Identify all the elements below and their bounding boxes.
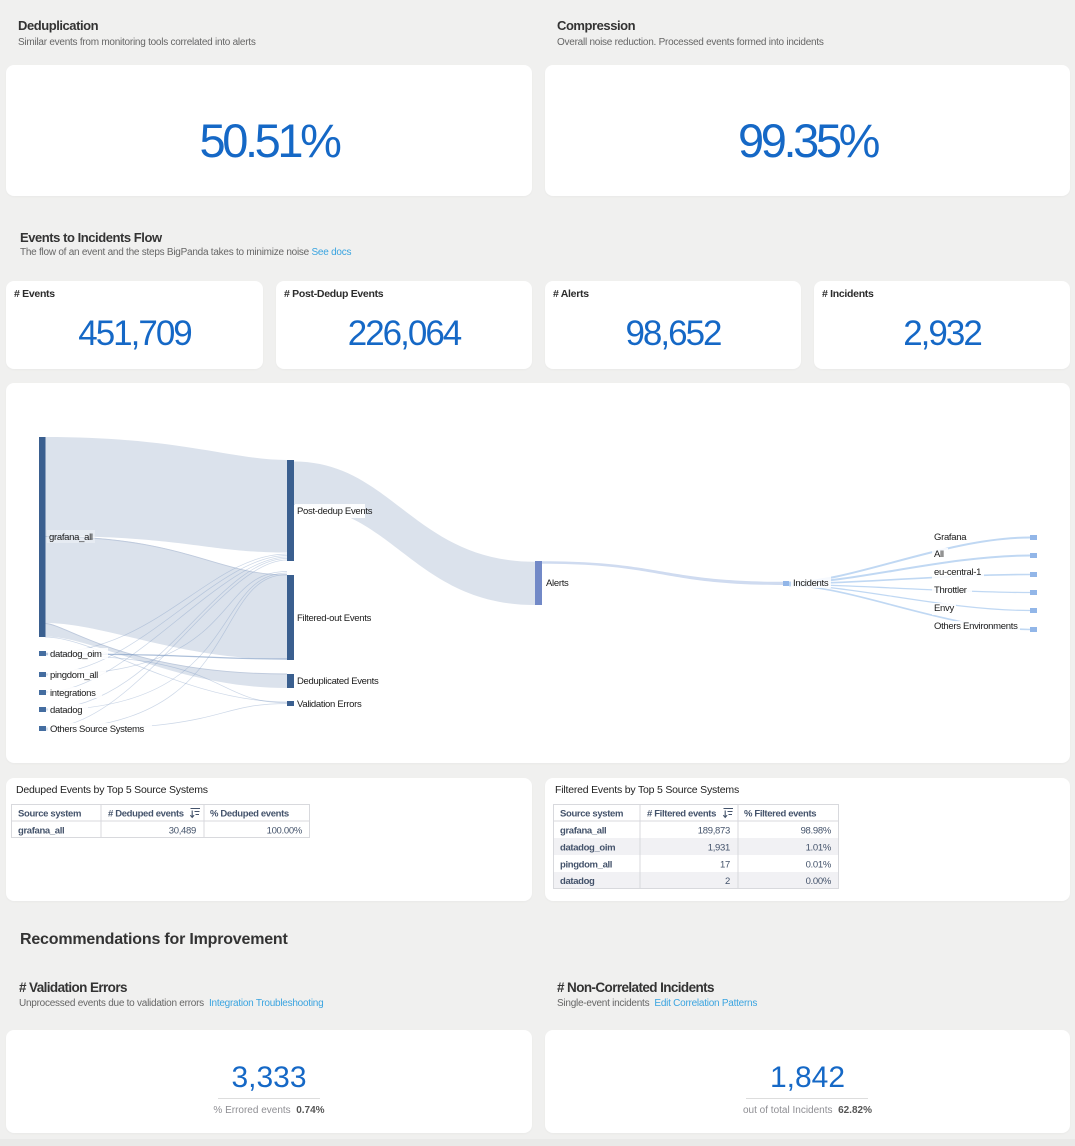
- svg-text:1.01%: 1.01%: [806, 843, 832, 854]
- svg-text:Deduplicated Events: Deduplicated Events: [297, 676, 379, 687]
- svg-text:datadog_oim: datadog_oim: [560, 843, 615, 854]
- svg-text:# Filtered events: # Filtered events: [647, 809, 716, 820]
- svg-text:pingdom_all: pingdom_all: [560, 860, 612, 871]
- svg-text:datadog_oim: datadog_oim: [50, 649, 102, 660]
- svg-text:0.01%: 0.01%: [806, 860, 832, 871]
- svg-text:% Deduped events: % Deduped events: [210, 809, 289, 820]
- svg-text:98.98%: 98.98%: [801, 826, 832, 837]
- svg-text:Source system: Source system: [560, 809, 623, 820]
- svg-text:Others Environments: Others Environments: [934, 621, 1018, 632]
- svg-text:pingdom_all: pingdom_all: [50, 670, 98, 681]
- svg-text:Incidents: Incidents: [793, 578, 829, 589]
- svg-text:0.00%: 0.00%: [806, 876, 832, 887]
- svg-text:Grafana: Grafana: [934, 532, 967, 543]
- svg-text:Validation Errors: Validation Errors: [297, 699, 362, 710]
- svg-text:# Deduped events: # Deduped events: [108, 809, 184, 820]
- svg-text:17: 17: [720, 860, 730, 871]
- svg-text:Others Source Systems: Others Source Systems: [50, 724, 145, 735]
- svg-text:datadog: datadog: [50, 705, 82, 716]
- svg-text:Envy: Envy: [934, 603, 954, 614]
- svg-text:100.00%: 100.00%: [267, 826, 303, 837]
- svg-text:% Filtered events: % Filtered events: [744, 809, 816, 820]
- svg-text:Post-dedup Events: Post-dedup Events: [297, 506, 373, 517]
- svg-text:30,489: 30,489: [169, 826, 196, 837]
- svg-text:grafana_all: grafana_all: [560, 826, 606, 837]
- svg-text:189,873: 189,873: [698, 826, 730, 837]
- svg-text:grafana_all: grafana_all: [18, 826, 64, 837]
- svg-text:2: 2: [725, 876, 730, 887]
- svg-text:datadog: datadog: [560, 876, 595, 887]
- svg-text:integrations: integrations: [50, 688, 96, 699]
- svg-text:All: All: [934, 549, 944, 560]
- svg-text:Throttler: Throttler: [934, 585, 967, 596]
- svg-text:Source system: Source system: [18, 809, 81, 820]
- svg-text:Alerts: Alerts: [546, 578, 569, 589]
- svg-text:eu-central-1: eu-central-1: [934, 567, 981, 578]
- svg-text:grafana_all: grafana_all: [49, 532, 93, 543]
- svg-text:1,931: 1,931: [708, 843, 730, 854]
- svg-text:Filtered-out Events: Filtered-out Events: [297, 613, 372, 624]
